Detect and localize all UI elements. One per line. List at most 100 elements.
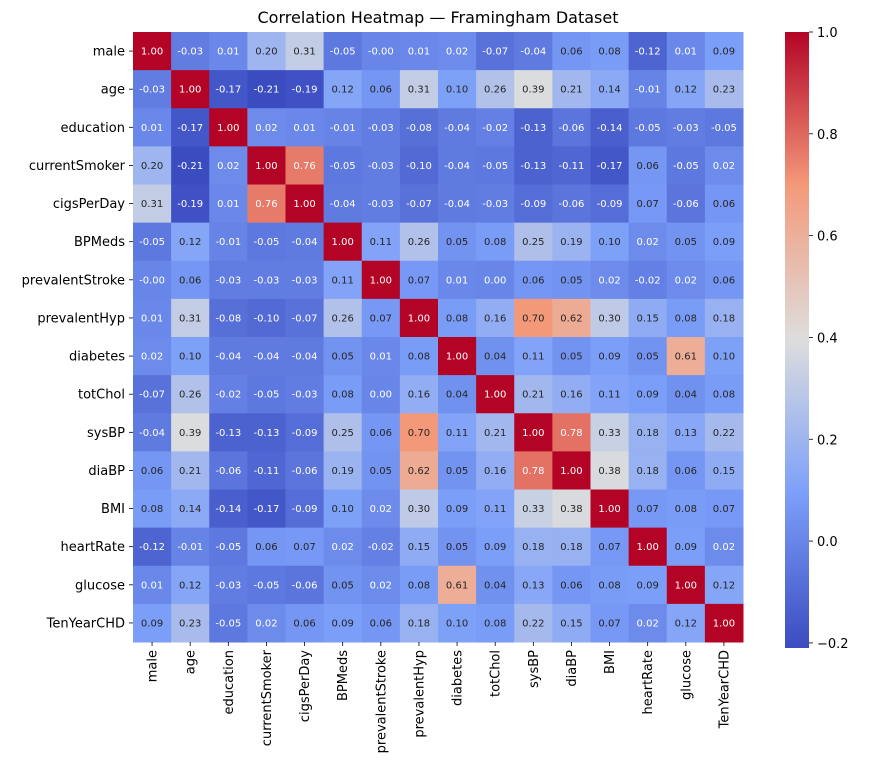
heatmap-cell (666, 108, 706, 147)
heatmap-cell (666, 146, 706, 186)
heatmap-cell (552, 527, 592, 567)
heatmap-cell-label: -0.04 (520, 47, 546, 58)
x-tick-label: sysBP (527, 650, 542, 688)
heatmap-cell (323, 32, 363, 71)
heatmap-cell (552, 146, 592, 186)
y-tick-label: prevalentHyp (37, 311, 125, 326)
colorbar-ticks: 1.0 0.8 0.6 0.4 0.2 0.0 −0.2 (809, 26, 849, 652)
heatmap-cell (133, 32, 172, 71)
heatmap-cell (361, 337, 401, 376)
heatmap-cell-label: 0.05 (675, 237, 697, 248)
heatmap-cell-label: 0.33 (522, 504, 544, 515)
y-tick-label: male (93, 45, 125, 60)
heatmap-cell (133, 451, 172, 491)
heatmap-cell-label: -0.06 (673, 199, 699, 210)
heatmap-cell-label: -0.04 (330, 199, 356, 210)
heatmap-cell (285, 184, 325, 224)
heatmap-cell (438, 527, 477, 567)
heatmap-cell-label: 0.12 (179, 580, 201, 591)
colorbar-tick-label: 1.0 (817, 26, 838, 41)
heatmap-cell-label: 1.00 (598, 504, 620, 515)
x-tick-label: cigsPerDay (298, 650, 313, 722)
heatmap-cell-label: 0.12 (179, 237, 201, 248)
heatmap-cell (438, 451, 477, 491)
heatmap-cell (704, 70, 744, 109)
y-tick-label: currentSmoker (29, 159, 126, 174)
heatmap-cell (514, 222, 553, 262)
x-tick-label: BPMeds (336, 650, 351, 701)
heatmap-cell (438, 298, 477, 338)
heatmap-cell (171, 489, 210, 529)
heatmap-cell (133, 603, 172, 643)
heatmap-cell (552, 565, 592, 605)
heatmap-cell (628, 413, 668, 452)
heatmap-cell (247, 32, 287, 71)
heatmap-cell (399, 337, 439, 376)
heatmap-cell (514, 146, 553, 186)
heatmap-cell (704, 603, 744, 643)
heatmap-cell-label: 0.15 (408, 542, 430, 553)
heatmap-cell (323, 260, 363, 300)
heatmap-cell-label: -0.04 (215, 352, 241, 363)
heatmap-cell (399, 375, 439, 414)
heatmap-cell-label: 0.07 (293, 542, 315, 553)
heatmap-cell-label: -0.10 (406, 161, 432, 172)
heatmap-cell-label: 0.01 (141, 313, 163, 324)
heatmap-cell-label: 0.09 (446, 504, 468, 515)
heatmap-cell (399, 298, 439, 338)
heatmap-cell (171, 565, 210, 605)
heatmap-cell (247, 527, 287, 567)
heatmap-cell-label: 0.26 (332, 313, 354, 324)
heatmap-cell-label: -0.13 (254, 428, 280, 439)
heatmap-cell (704, 565, 744, 605)
heatmap-cell-label: 0.76 (293, 161, 315, 172)
heatmap-cell-label: -0.13 (520, 161, 546, 172)
heatmap-cell (438, 32, 477, 71)
heatmap-cell-label: 0.09 (637, 390, 659, 401)
heatmap-cell (323, 222, 363, 262)
heatmap-cell (628, 375, 668, 414)
y-tick-label: BPMeds (74, 235, 125, 250)
heatmap-cell-label: 0.30 (408, 504, 430, 515)
heatmap-cell-label: 0.10 (332, 504, 354, 515)
heatmap-cell-label: 1.00 (332, 237, 354, 248)
heatmap-cell (514, 298, 553, 338)
heatmap-cell-label: -0.21 (177, 161, 203, 172)
heatmap-cell (361, 146, 401, 186)
heatmap-cell-label: 0.30 (598, 313, 620, 324)
heatmap-cell (590, 32, 630, 71)
heatmap-cell-label: 0.78 (560, 428, 582, 439)
heatmap-cell (361, 70, 401, 109)
heatmap-cell (666, 260, 706, 300)
heatmap-cell (628, 489, 668, 529)
y-tick-label: TenYearCHD (46, 616, 125, 631)
heatmap-cell (133, 375, 172, 414)
heatmap-cell-label: 1.00 (446, 352, 468, 363)
heatmap-cell (704, 222, 744, 262)
heatmap-cell (514, 375, 553, 414)
heatmap-cell-label: 0.09 (332, 618, 354, 629)
heatmap-cell-label: -0.13 (215, 428, 241, 439)
heatmap-cell-label: 0.61 (446, 580, 468, 591)
heatmap-cell-label: 0.20 (255, 47, 277, 58)
y-tick-label: age (101, 83, 125, 98)
heatmap-cell-label: 0.13 (675, 428, 697, 439)
heatmap-cell-label: -0.05 (254, 237, 280, 248)
heatmap-cell-label: 0.14 (598, 85, 620, 96)
heatmap-cell-label: 0.00 (370, 390, 392, 401)
heatmap-cell-label: 0.26 (484, 85, 506, 96)
heatmap-cell-label: 0.12 (675, 618, 697, 629)
heatmap-cell-label: 0.15 (560, 618, 582, 629)
heatmap-cell (323, 375, 363, 414)
heatmap-cell-label: 0.05 (637, 352, 659, 363)
x-tick-label: glucose (679, 650, 694, 700)
heatmap-cell (590, 337, 630, 376)
heatmap-cell-label: 0.05 (332, 352, 354, 363)
heatmap-cell (209, 489, 248, 529)
heatmap-cell (133, 527, 172, 567)
heatmap-cell (628, 146, 668, 186)
heatmap-cell (704, 375, 744, 414)
heatmap-cell (438, 260, 477, 300)
heatmap-cell-label: 0.10 (598, 237, 620, 248)
heatmap-cell (628, 32, 668, 71)
